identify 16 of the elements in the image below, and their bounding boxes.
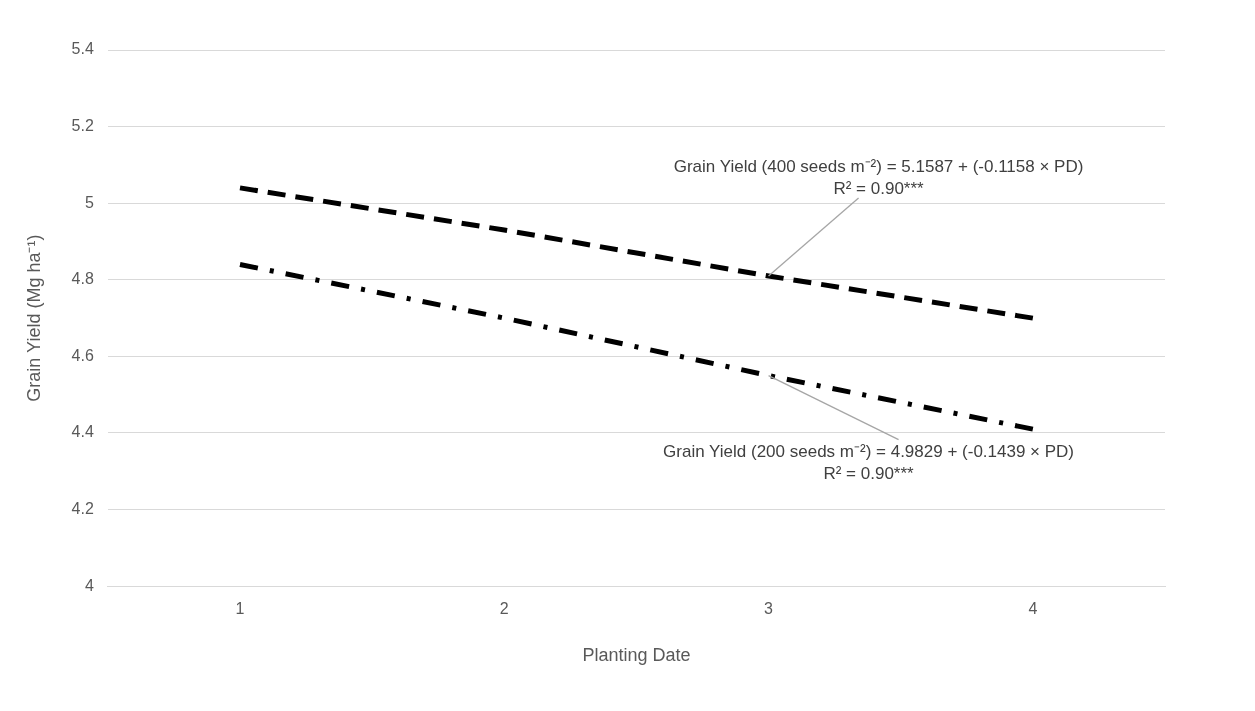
y-axis-title: Grain Yield (Mg ha⁻¹) xyxy=(23,234,44,402)
x-tick-label: 3 xyxy=(764,600,774,618)
y-tick-label: 4 xyxy=(84,576,94,594)
x-axis-title: Planting Date xyxy=(582,645,691,666)
x-tick-label: 1 xyxy=(235,600,245,618)
y-tick-label: 4.4 xyxy=(71,423,94,441)
y-tick-label: 4.6 xyxy=(71,346,94,364)
x-tick-label: 2 xyxy=(499,600,509,618)
annotation: Grain Yield (400 seeds m⁻²) = 5.1587 + (-0.1158 × PD) R² = 0.90*** xyxy=(673,156,1084,198)
y-tick-label: 5.2 xyxy=(71,117,94,135)
y-tick-label: 4.2 xyxy=(71,500,94,518)
y-tick-label: 4.8 xyxy=(71,270,94,288)
x-tick-label: 4 xyxy=(1028,600,1038,618)
annotation: Grain Yield (200 seeds m⁻²) = 4.9829 + (-0.1439 × PD) R² = 0.90*** xyxy=(663,441,1075,483)
y-tick-label: 5 xyxy=(84,193,94,211)
y-tick-label: 5.4 xyxy=(71,40,94,58)
